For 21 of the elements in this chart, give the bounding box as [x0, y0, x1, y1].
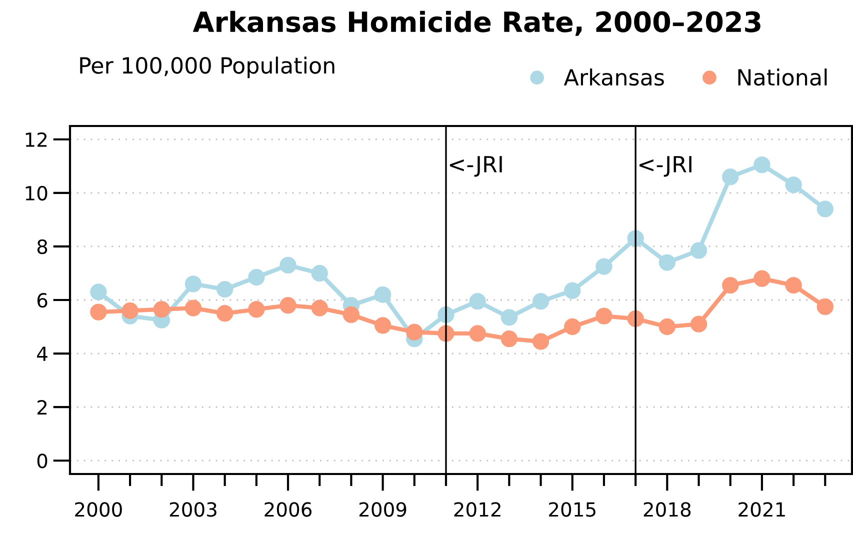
y-tick-label: 8 — [37, 239, 48, 254]
legend-label: National — [738, 68, 827, 86]
y-tick-label: 2 — [38, 400, 47, 414]
x-tick-label: 2018 — [644, 502, 691, 517]
x-tick-label: 2006 — [264, 502, 312, 517]
legend-label: Arkansas — [564, 68, 664, 86]
x-tick-label: 2021 — [738, 502, 785, 517]
x-tick-label: 2003 — [170, 502, 216, 517]
y-tick-label: 12 — [26, 132, 47, 147]
ref-line-label: <-JRI — [640, 156, 692, 177]
ref-line-label: <-JRI — [450, 156, 502, 177]
chart-title: Arkansas Homicide Rate, 2000–2023 — [192, 10, 760, 36]
y-tick-label: 6 — [37, 292, 48, 308]
x-tick-label: 2015 — [549, 502, 596, 517]
x-tick-label: 2000 — [75, 502, 122, 517]
y-tick-label: 10 — [26, 186, 48, 201]
x-tick-label: 2009 — [359, 502, 406, 517]
chart-subtitle: Per 100,000 Population — [80, 56, 334, 78]
y-tick-label: 0 — [37, 454, 48, 468]
y-tick-label: 4 — [37, 346, 48, 361]
x-tick-label: 2012 — [454, 502, 500, 517]
